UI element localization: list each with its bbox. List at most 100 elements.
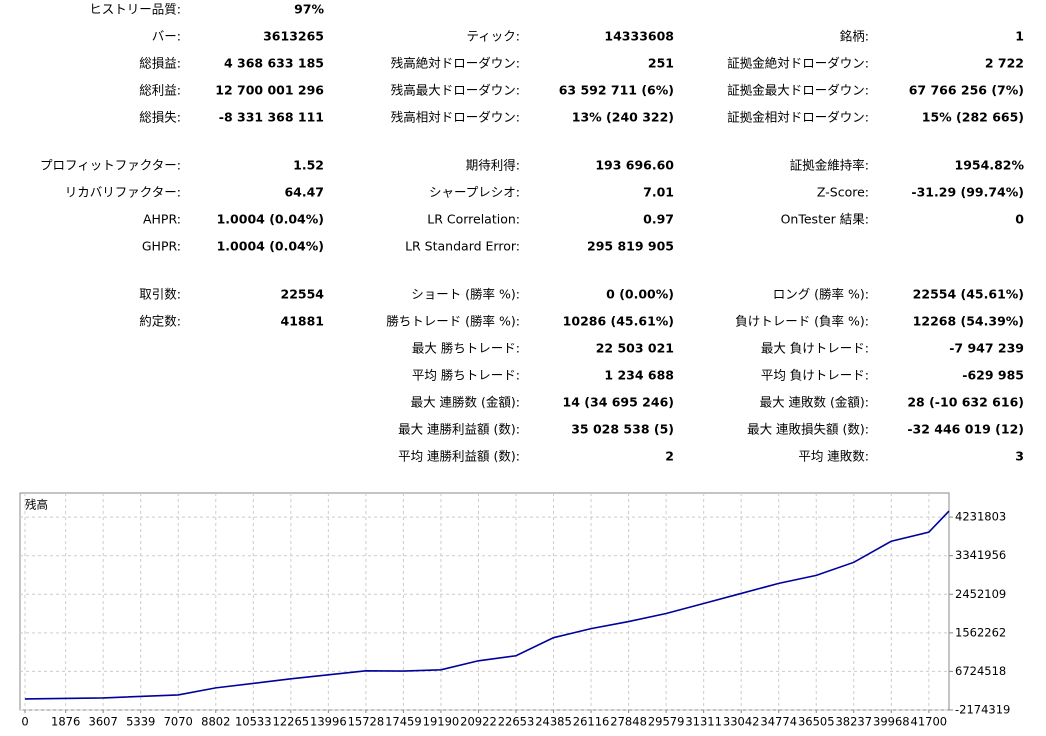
x-tick-label: 12265: [273, 715, 310, 729]
x-tick-label: 20922: [460, 715, 497, 729]
x-tick-label: 10533: [235, 715, 272, 729]
x-tick-label: 15728: [348, 715, 385, 729]
x-tick-label: 26116: [573, 715, 610, 729]
stat-label: 最大 連勝利益額 (数):: [398, 422, 520, 437]
stat-label: ティック:: [467, 29, 520, 44]
stat-value: 15% (282 665): [922, 110, 1024, 125]
x-tick-label: 41700: [911, 715, 948, 729]
stat-label: 証拠金絶対ドローダウン:: [727, 56, 869, 71]
stat-value: 1954.82%: [955, 158, 1025, 173]
stat-label: 総利益:: [139, 83, 181, 98]
stat-label: 最大 連敗損失額 (数):: [747, 422, 869, 437]
x-tick-label: 36505: [798, 715, 835, 729]
stat-value: 67 766 256 (7%): [909, 83, 1024, 98]
y-tick-label: 2452109: [955, 587, 1006, 601]
stat-value: 10286 (45.61%): [563, 314, 674, 329]
stat-value: 3: [1015, 449, 1024, 464]
stat-label: リカバリファクター:: [65, 185, 181, 200]
stat-label: LR Standard Error:: [405, 239, 520, 254]
stat-value: 22554 (45.61%): [913, 287, 1024, 302]
stat-value: 295 819 905: [587, 239, 674, 254]
stat-value: 1.52: [293, 158, 324, 173]
stat-value: 0.97: [643, 212, 674, 227]
stat-value: 12268 (54.39%): [913, 314, 1024, 329]
stat-value: 97%: [294, 2, 324, 17]
y-tick-label: 3341956: [955, 548, 1006, 562]
x-tick-label: 27848: [610, 715, 647, 729]
stat-label: 約定数:: [139, 314, 181, 329]
stat-value: 64.47: [284, 185, 324, 200]
stat-label: AHPR:: [143, 212, 181, 227]
stat-value: 41881: [281, 314, 325, 329]
stat-label: 最大 連敗数 (金額):: [760, 395, 869, 410]
x-tick-label: 29579: [648, 715, 685, 729]
stat-label: 期待利得:: [466, 158, 520, 173]
stat-value: 14 (34 695 246): [563, 395, 674, 410]
stat-label: 平均 負けトレード:: [761, 368, 869, 383]
stat-value: 22 503 021: [596, 341, 674, 356]
stat-value: 1.0004 (0.04%): [217, 212, 324, 227]
stat-value: 1 234 688: [604, 368, 674, 383]
stat-value: 1: [1015, 29, 1024, 44]
stat-label: LR Correlation:: [427, 212, 520, 227]
stat-value: 0: [1015, 212, 1024, 227]
stat-value: 251: [648, 56, 674, 71]
stat-label: 負けトレード (負率 %):: [735, 314, 869, 329]
x-tick-label: 24385: [535, 715, 572, 729]
x-tick-label: 0: [21, 715, 28, 729]
stat-label: 最大 連勝数 (金額):: [411, 395, 520, 410]
x-tick-label: 17459: [385, 715, 422, 729]
stat-label: プロフィットファクター:: [40, 158, 181, 173]
stat-label: 最大 負けトレード:: [761, 341, 869, 356]
stat-value: -629 985: [962, 368, 1024, 383]
stat-value: 1.0004 (0.04%): [217, 239, 324, 254]
y-tick-label: 4231803: [955, 510, 1006, 524]
stat-label: 証拠金相対ドローダウン:: [727, 110, 869, 125]
x-tick-label: 38237: [835, 715, 872, 729]
x-tick-label: 13996: [310, 715, 347, 729]
x-tick-label: 31311: [685, 715, 722, 729]
stat-value: 4 368 633 185: [224, 56, 324, 71]
stat-label: Z-Score:: [817, 185, 869, 200]
stat-label: ヒストリー品質:: [89, 2, 181, 17]
x-tick-label: 3607: [89, 715, 118, 729]
x-tick-label: 7070: [164, 715, 193, 729]
series-label: 残高: [25, 498, 48, 512]
stat-value: 7.01: [643, 185, 674, 200]
stat-value: -7 947 239: [949, 341, 1024, 356]
stat-label: 総損益:: [139, 56, 181, 71]
x-tick-label: 19190: [423, 715, 460, 729]
x-tick-label: 33042: [723, 715, 760, 729]
stat-label: 平均 連勝利益額 (数):: [398, 449, 520, 464]
stat-label: 銘柄:: [840, 29, 869, 44]
stat-label: バー:: [152, 29, 181, 44]
x-tick-label: 39968: [873, 715, 910, 729]
y-tick-label: 1562262: [955, 625, 1006, 639]
stat-label: GHPR:: [142, 239, 181, 254]
stat-value: -31.29 (99.74%): [911, 185, 1024, 200]
stat-value: 22554: [281, 287, 325, 302]
stat-label: ショート (勝率 %):: [411, 287, 520, 302]
stat-value: 2: [665, 449, 674, 464]
stat-label: 平均 連敗数:: [798, 449, 869, 464]
x-tick-label: 1876: [51, 715, 80, 729]
stat-label: シャープレシオ:: [429, 185, 520, 200]
stat-value: 13% (240 322): [572, 110, 674, 125]
stat-value: -8 331 368 111: [219, 110, 324, 125]
stat-label: 平均 勝ちトレード:: [412, 368, 520, 383]
stat-value: 14333608: [604, 29, 674, 44]
y-tick-label: -2174319: [955, 703, 1010, 717]
stat-value: 28 (-10 632 616): [907, 395, 1024, 410]
stat-value: 2 722: [985, 56, 1024, 71]
stat-label: 残高相対ドローダウン:: [391, 110, 520, 125]
stat-label: 最大 勝ちトレード:: [412, 341, 520, 356]
stat-label: 証拠金維持率:: [790, 158, 869, 173]
stat-label: 残高最大ドローダウン:: [391, 83, 520, 98]
y-tick-label: 6724518: [955, 664, 1006, 678]
stat-label: 勝ちトレード (勝率 %):: [386, 314, 520, 329]
stat-value: 0 (0.00%): [606, 287, 674, 302]
stat-value: 193 696.60: [595, 158, 674, 173]
balance-line: [24, 510, 950, 700]
stat-value: 35 028 538 (5): [571, 422, 674, 437]
